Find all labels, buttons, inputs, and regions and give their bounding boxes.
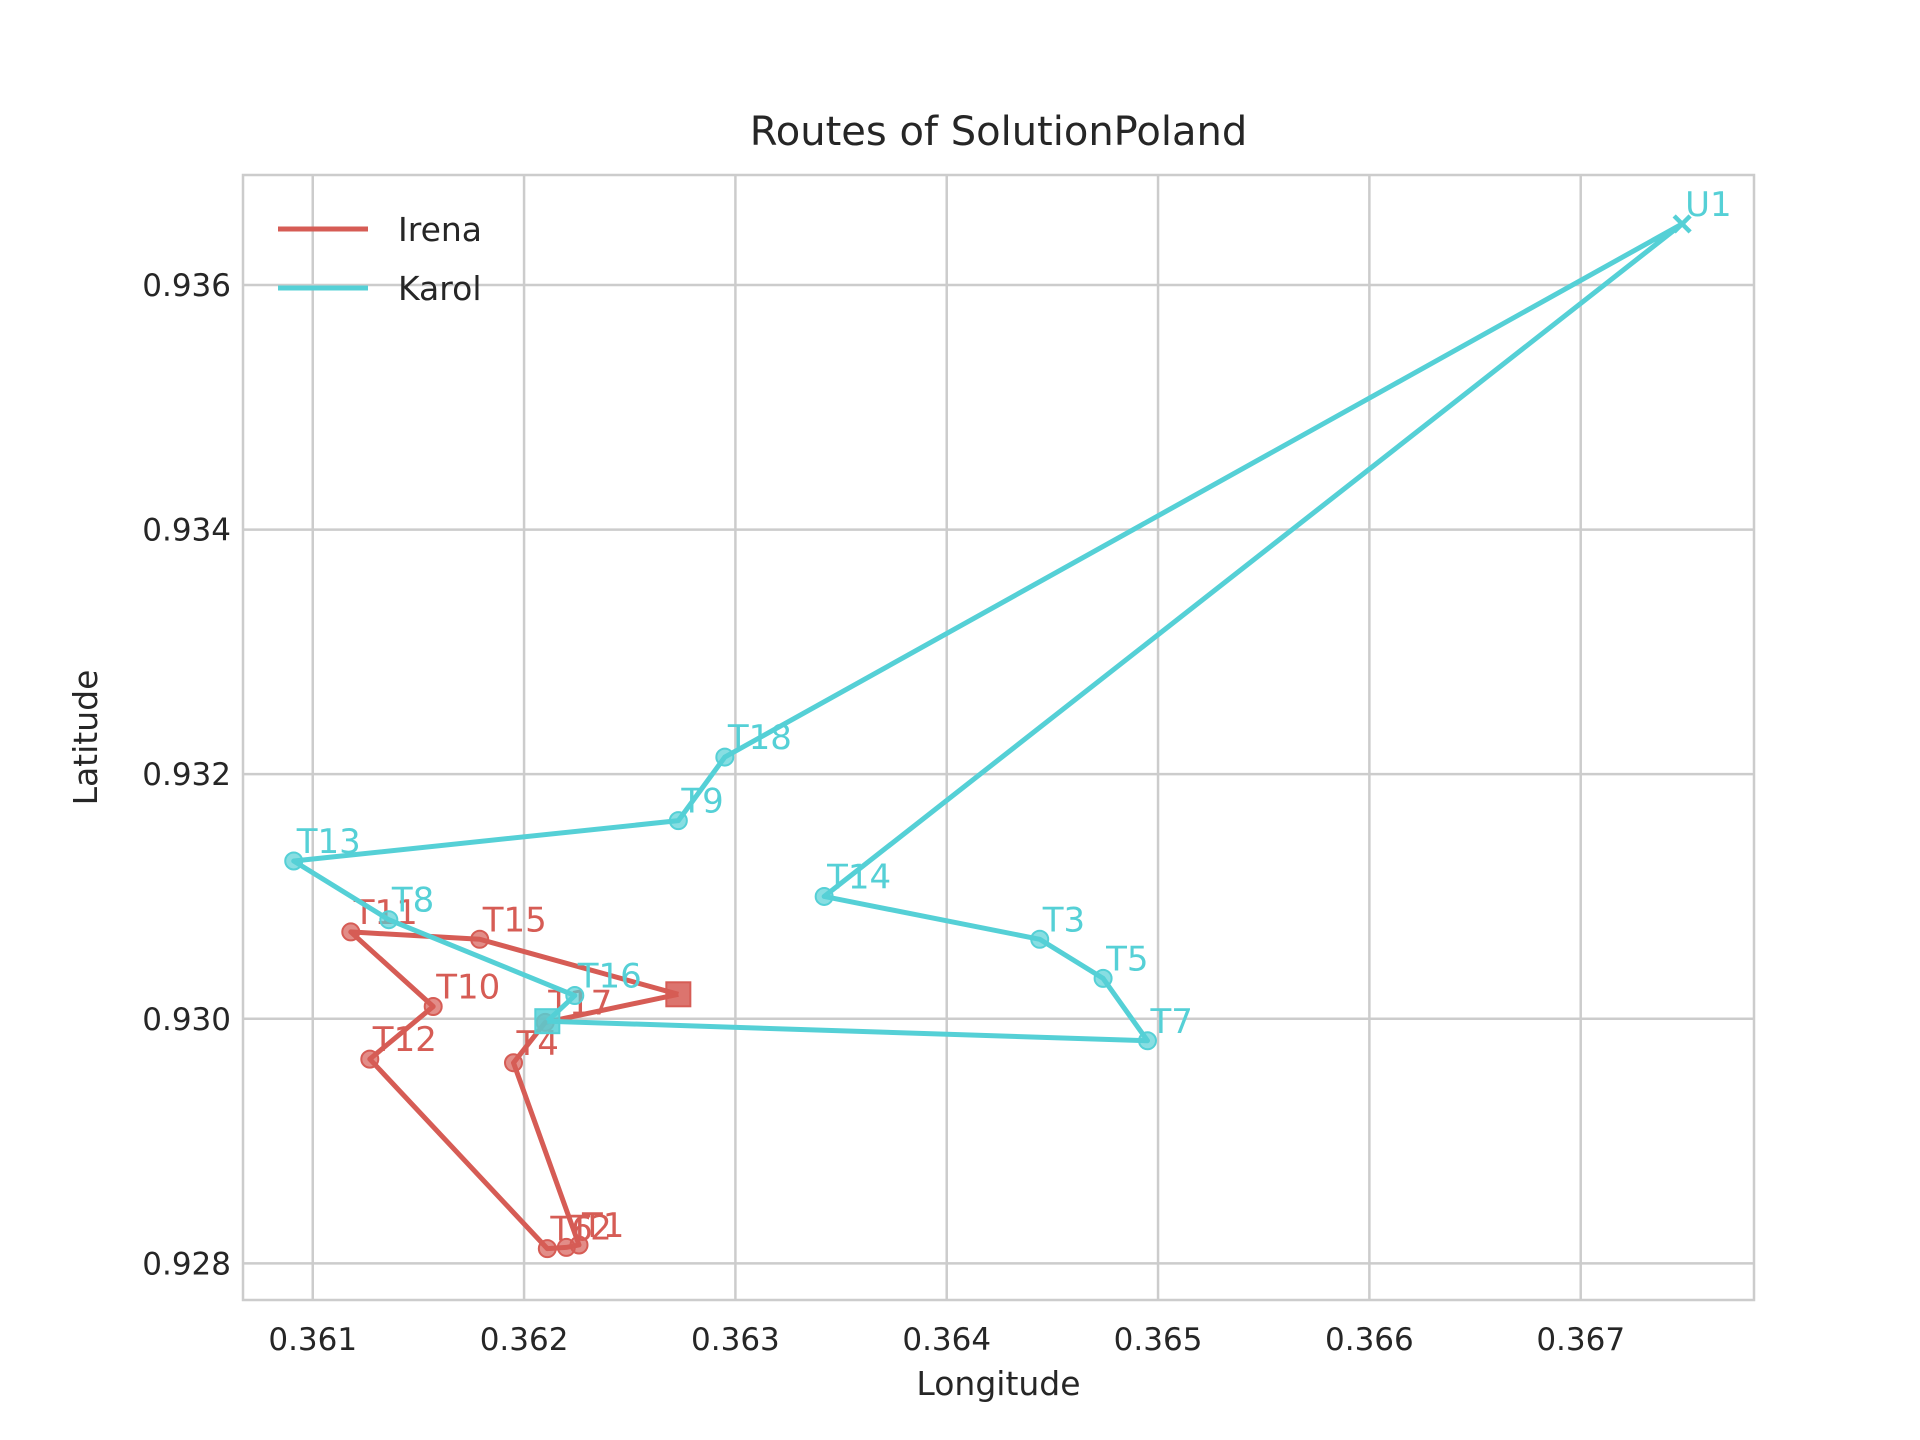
chart-title: Routes of SolutionPoland xyxy=(750,109,1247,155)
stop-label: T15 xyxy=(482,900,547,940)
stop-label: T1 xyxy=(581,1206,624,1246)
route-line-karol xyxy=(291,221,1685,1044)
stop-label: T5 xyxy=(1105,939,1148,979)
stop-label: T9 xyxy=(680,782,723,822)
x-tick-label: 0.361 xyxy=(268,1322,357,1358)
stop-marker xyxy=(504,1053,524,1073)
y-tick-label: 0.934 xyxy=(142,513,231,549)
stop-marker xyxy=(423,997,443,1017)
x-tick-label: 0.366 xyxy=(1325,1322,1414,1358)
stop-label: T3 xyxy=(1042,900,1085,940)
series-layer: T15T11T10T12T6T2T1T4T17T16T8T13T9T18U1T1… xyxy=(284,185,1732,1259)
stop-marker xyxy=(1137,1031,1157,1051)
depot-marker xyxy=(665,981,692,1008)
grid-lines xyxy=(243,175,1754,1300)
stop-label: T14 xyxy=(826,857,891,897)
stop-marker xyxy=(1093,968,1113,988)
x-tick-label: 0.363 xyxy=(691,1322,780,1358)
stop-label: T8 xyxy=(391,881,434,921)
legend-label-karol: Karol xyxy=(398,269,481,308)
stop-marker xyxy=(537,1239,557,1259)
stop-label: T7 xyxy=(1149,1002,1192,1042)
y-tick-label: 0.932 xyxy=(142,757,231,793)
stop-marker xyxy=(470,929,490,949)
stop-label: T18 xyxy=(727,718,792,758)
series-irena: T15T11T10T12T6T2T1T4T17 xyxy=(341,893,692,1259)
depot-marker xyxy=(534,1008,561,1035)
stop-marker xyxy=(360,1049,380,1069)
stop-marker xyxy=(341,922,361,942)
x-axis-label: Longitude xyxy=(916,1364,1080,1403)
legend: Irena Karol xyxy=(278,210,482,308)
stop-label: T16 xyxy=(577,957,642,997)
tick-labels: 0.361 0.362 0.363 0.364 0.365 0.366 0.367 0.928… xyxy=(142,268,1625,1358)
y-axis-label: Latitude xyxy=(66,670,105,806)
x-tick-label: 0.365 xyxy=(1114,1322,1203,1358)
plot-frame xyxy=(241,173,1756,1302)
y-tick-label: 0.928 xyxy=(142,1246,231,1282)
stop-label: T13 xyxy=(296,822,361,862)
x-tick-label: 0.364 xyxy=(902,1322,991,1358)
stop-label: T10 xyxy=(435,968,500,1008)
legend-label-irena: Irena xyxy=(398,210,482,249)
stop-marker xyxy=(379,910,399,930)
x-tick-label: 0.362 xyxy=(480,1322,569,1358)
stop-marker xyxy=(715,747,735,767)
stop-marker xyxy=(814,886,834,906)
stop-label: T12 xyxy=(372,1020,437,1060)
stop-marker xyxy=(284,851,304,871)
y-tick-label: 0.936 xyxy=(142,268,231,304)
unloading-marker xyxy=(1672,214,1692,234)
stop-marker xyxy=(565,986,585,1006)
stop-marker xyxy=(569,1235,589,1255)
x-tick-label: 0.367 xyxy=(1536,1322,1625,1358)
y-tick-label: 0.930 xyxy=(142,1002,231,1038)
stop-label: U1 xyxy=(1685,185,1732,225)
stop-marker xyxy=(1030,929,1050,949)
stop-marker xyxy=(668,811,688,831)
